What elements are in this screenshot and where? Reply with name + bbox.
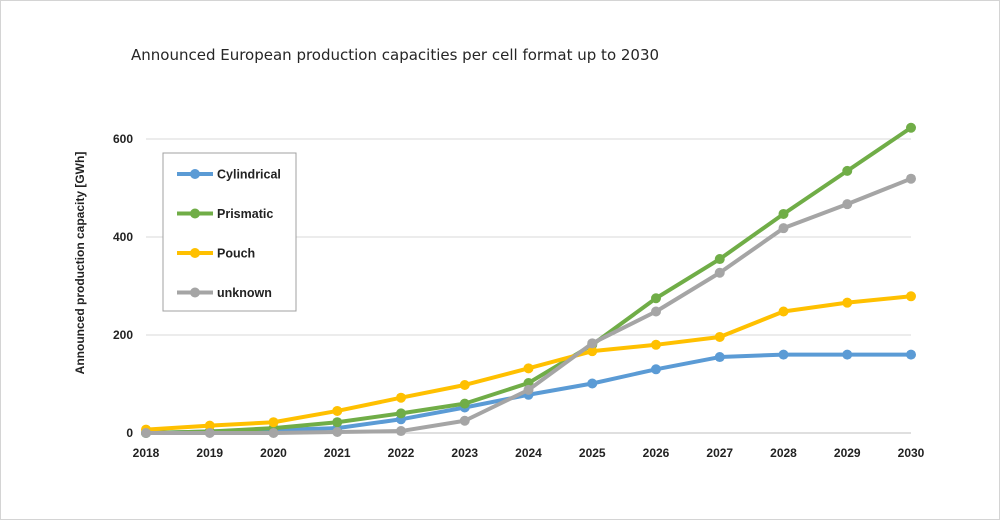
x-tick-label: 2021 (324, 446, 351, 460)
data-point (842, 165, 853, 176)
legend: Cylindrical Prismatic Pouch unknown (162, 152, 297, 312)
series-lines (141, 122, 916, 438)
x-tick-label: 2025 (579, 446, 606, 460)
legend-item-unknown: unknown (177, 286, 272, 300)
data-point (459, 398, 470, 409)
data-point (906, 122, 916, 133)
data-point (523, 378, 534, 389)
data-point (714, 254, 725, 265)
legend-box (162, 152, 297, 312)
x-tick-label: 2027 (706, 446, 733, 460)
data-point (459, 379, 470, 390)
legend-label: Prismatic (217, 207, 273, 221)
data-point (587, 346, 598, 357)
data-point (459, 415, 470, 426)
data-point (778, 208, 789, 219)
x-tick-label: 2024 (515, 446, 542, 460)
legend-item-prismatic: Prismatic (177, 207, 273, 221)
data-point (268, 428, 279, 438)
legend-label: Cylindrical (217, 168, 281, 182)
y-tick-label: 0 (126, 426, 133, 440)
legend-swatch-marker (190, 287, 200, 298)
data-point (332, 417, 343, 428)
legend-swatch-marker (190, 248, 200, 258)
x-tick-label: 2030 (898, 446, 925, 460)
data-point (906, 291, 916, 302)
x-axis-ticks: 2018 2019 2020 2021 2022 2023 2024 2025 2026 2027… (133, 446, 925, 460)
y-tick-label: 600 (113, 132, 133, 146)
y-axis-ticks: 0 200 400 600 (113, 132, 133, 440)
data-point (778, 349, 789, 360)
data-point (396, 408, 406, 419)
x-tick-label: 2028 (770, 446, 797, 460)
data-point (332, 427, 343, 438)
series-line (144, 294, 913, 432)
x-tick-label: 2018 (133, 446, 160, 460)
data-point (587, 338, 598, 349)
data-point (651, 306, 661, 317)
legend-item-cylindrical: Cylindrical (177, 168, 281, 182)
data-point (714, 352, 725, 363)
x-tick-label: 2019 (196, 446, 223, 460)
data-point (332, 405, 343, 416)
legend-label: Pouch (217, 247, 255, 261)
data-point (842, 297, 853, 308)
x-tick-label: 2029 (834, 446, 861, 460)
x-tick-label: 2020 (260, 446, 287, 460)
data-point (523, 363, 534, 374)
legend-item-pouch: Pouch (177, 247, 255, 261)
y-axis-label: Announced production capacity [GWh] (73, 152, 87, 375)
data-point (141, 428, 151, 438)
data-point (906, 349, 916, 360)
legend-swatch-marker (190, 208, 200, 219)
data-point (651, 293, 661, 304)
legend-label: unknown (217, 286, 272, 300)
data-point (842, 199, 853, 210)
data-point (396, 426, 406, 437)
series-pouch (141, 291, 916, 435)
x-tick-label: 2026 (643, 446, 670, 460)
data-point (714, 331, 725, 342)
data-point (651, 339, 661, 350)
chart-title: Announced European production capacities… (131, 46, 660, 64)
series-unknown (141, 173, 916, 438)
data-point (204, 428, 215, 438)
legend-swatch-marker (190, 169, 200, 179)
data-point (778, 306, 789, 317)
data-point (714, 267, 725, 278)
data-point (523, 384, 534, 395)
data-point (778, 223, 789, 234)
y-tick-label: 200 (113, 328, 133, 342)
data-point (906, 173, 916, 184)
x-tick-label: 2022 (388, 446, 415, 460)
y-tick-label: 400 (113, 230, 133, 244)
data-point (204, 420, 215, 431)
data-point (842, 349, 853, 360)
data-point (587, 378, 598, 389)
x-tick-label: 2023 (451, 446, 478, 460)
data-point (268, 417, 279, 428)
data-point (651, 364, 661, 375)
data-point (396, 392, 406, 403)
